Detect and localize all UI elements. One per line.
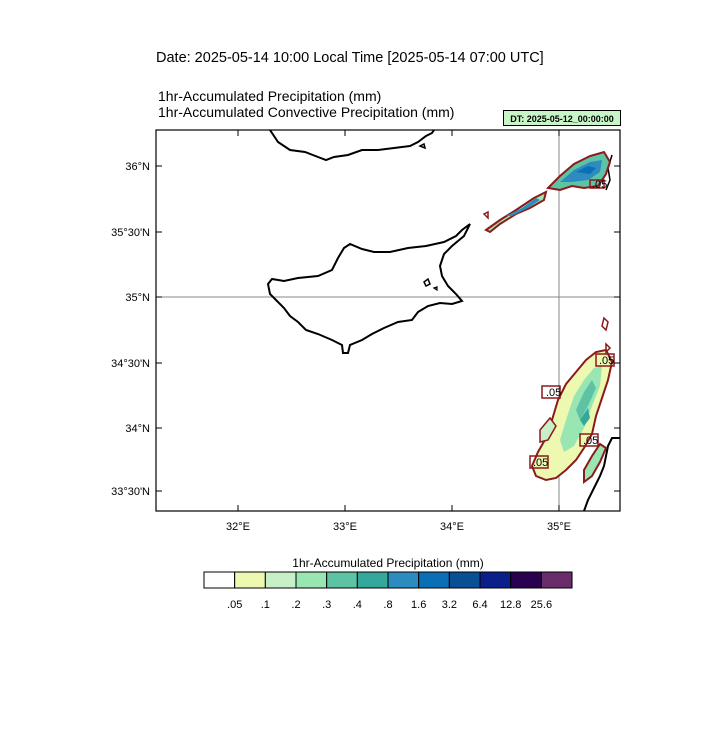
date-title: Date: 2025-05-14 10:00 Local Time [2025-… (156, 50, 544, 66)
colorbar-label: 25.6 (531, 599, 552, 611)
contour-label: .05 (592, 179, 607, 191)
colorbar-swatch (203, 571, 236, 589)
colorbar-label: .4 (353, 599, 362, 611)
lon-tick-label: 35°E (547, 521, 571, 533)
cyprus-outline (266, 223, 471, 354)
turkey-coastline-islet (418, 142, 427, 150)
turkey-coastline (269, 130, 435, 162)
map-frame (155, 129, 621, 512)
colorbar-swatch (479, 571, 512, 589)
colorbar-label: .05 (227, 599, 242, 611)
contour-label: .05 (546, 387, 561, 399)
colorbar-swatch (540, 571, 573, 589)
colorbar-swatch (510, 571, 542, 589)
colorbar-label: 12.8 (500, 599, 521, 611)
lat-tick-label: 35°N (125, 292, 150, 304)
lat-tick-label: 36°N (125, 161, 150, 173)
colorbar-swatch (356, 571, 389, 589)
colorbar-title: 1hr-Accumulated Precipitation (mm) (292, 556, 484, 570)
lat-tick-label: 33°30'N (111, 486, 150, 498)
cyprus-islet (423, 277, 431, 288)
colorbar-swatch (448, 571, 481, 589)
lat-ticks (156, 165, 620, 492)
lon-tick-label: 32°E (226, 521, 250, 533)
precip-cells-southeast (529, 316, 615, 484)
colorbar-label: 3.2 (442, 599, 457, 611)
lat-tick-label: 35°30'N (111, 227, 150, 239)
cyprus-islet-2 (432, 286, 438, 292)
subtitle-precipitation: 1hr-Accumulated Precipitation (mm) (158, 88, 382, 104)
colorbar-swatch (264, 571, 297, 589)
dt-badge: DT: 2025-05-12_00:00:00 (503, 110, 621, 126)
colorbar-swatch (326, 571, 358, 589)
colorbar-label: .1 (261, 599, 270, 611)
colorbar-swatch (387, 571, 420, 589)
precip-cells-northeast (482, 150, 612, 234)
colorbar-swatch (418, 571, 450, 589)
subtitle-convective-precipitation: 1hr-Accumulated Convective Precipitation… (158, 104, 455, 120)
lon-ticks (237, 130, 560, 511)
colorbar-swatch (295, 571, 328, 589)
contour-label: .05 (583, 435, 598, 447)
levant-coastline (583, 437, 620, 511)
colorbar-swatch (234, 571, 266, 589)
lat-tick-label: 34°30'N (111, 358, 150, 370)
colorbar-label: 6.4 (472, 599, 487, 611)
contour-label: .05 (533, 457, 548, 469)
contour-label: .05 (599, 355, 614, 367)
lat-tick-label: 34°N (125, 423, 150, 435)
lon-tick-label: 34°E (440, 521, 464, 533)
colorbar-label: 1.6 (411, 599, 426, 611)
lon-tick-label: 33°E (333, 521, 357, 533)
colorbar-label: .3 (322, 599, 331, 611)
colorbar-label: .8 (383, 599, 392, 611)
colorbar-label: .2 (291, 599, 300, 611)
